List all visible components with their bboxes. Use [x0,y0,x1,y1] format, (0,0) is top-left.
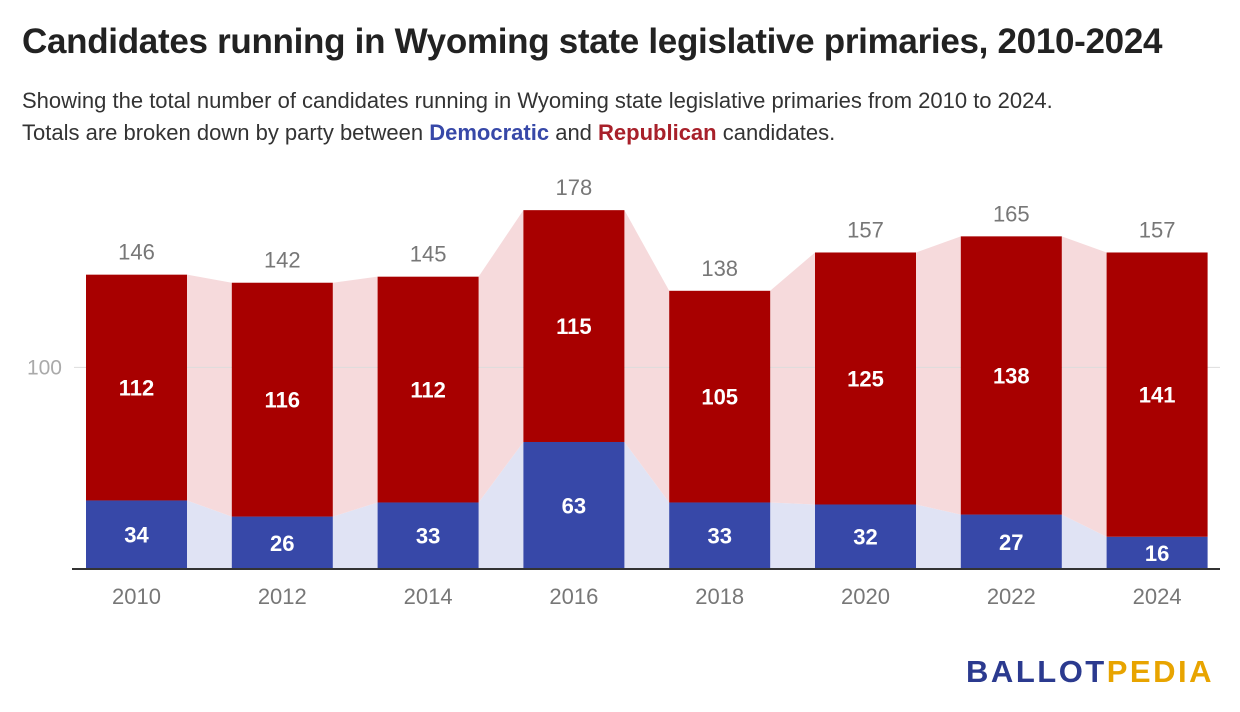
total-value-label: 138 [701,256,738,281]
axes: 2010 2012 2014 2016 2018 2020 2022 2024 [72,568,1220,609]
subtitle-line-2: Totals are broken down by party between … [22,117,1212,149]
connector-bands [187,210,1107,569]
republican-band [1061,236,1107,537]
republican-bar [231,282,333,517]
republican-band [916,236,961,515]
republican-value-label: 138 [993,363,1030,388]
democratic-bar [1106,536,1208,569]
democratic-bar [377,502,479,569]
democratic-bar [86,500,187,569]
x-tick-label: 2020 [841,584,890,609]
republican-bar [815,252,916,505]
democratic-band [478,441,524,569]
x-tick-label: 2010 [112,584,161,609]
republican-value-label: 112 [410,378,446,403]
subtitle-line-1: Showing the total number of candidates r… [22,88,1053,113]
democratic-value-label: 33 [416,524,440,549]
democratic-band [624,441,670,569]
total-value-label: 142 [264,248,301,273]
democratic-band [187,500,232,569]
republican-value-label: 112 [119,376,155,401]
total-value-label: 145 [410,242,447,267]
subtitle-and: and [549,120,599,145]
total-value-label: 178 [556,175,593,200]
subtitle-line-2-suffix: candidates. [716,120,836,145]
chart-subtitle: Showing the total number of candidates r… [22,85,1212,149]
ballotpedia-logo: BALLOTPEDIA [966,654,1214,690]
republican-bar [669,290,771,503]
democratic-value-label: 26 [270,531,294,556]
republican-bar [377,276,479,503]
total-value-label: 157 [1139,217,1176,242]
republican-band [478,210,524,503]
democratic-bar [669,502,771,569]
democratic-bar [231,516,333,569]
republican-value-label: 141 [1139,383,1176,408]
democratic-value-label: 27 [999,530,1023,555]
republican-bar [960,236,1062,515]
total-value-label: 157 [847,217,884,242]
republican-legend-word: Republican [598,120,717,145]
democratic-band [916,504,961,569]
logo-part-ballot: BALLOT [966,654,1107,689]
total-value-label: 165 [993,201,1030,226]
subtitle-line-2-prefix: Totals are broken down by party between [22,120,430,145]
democratic-value-label: 33 [707,524,731,549]
democratic-value-label: 63 [562,493,586,518]
x-tick-label: 2018 [695,584,744,609]
x-tick-label: 2012 [258,584,307,609]
democratic-bar [523,441,625,569]
value-labels: 34 112 146 26 116 142 33 112 145 63 115 178 33 105 138… [118,175,1175,566]
x-tick-label: 2014 [404,584,453,609]
democratic-value-label: 16 [1145,541,1169,566]
republican-bar [1106,252,1208,537]
republican-value-label: 105 [701,385,738,410]
bars [86,210,1208,569]
democratic-legend-word: Democratic [429,120,550,145]
x-tick-label: 2024 [1133,584,1182,609]
democratic-value-label: 34 [124,523,149,548]
x-tick-label: 2016 [549,584,598,609]
total-value-label: 146 [118,240,155,265]
republican-band [624,210,670,503]
chart-title: Candidates running in Wyoming state legi… [22,22,1163,61]
republican-value-label: 115 [556,314,592,339]
democratic-band [1061,514,1107,569]
democratic-band [770,502,815,569]
logo-part-pedia: PEDIA [1106,654,1214,689]
democratic-band [332,502,378,569]
republican-value-label: 116 [265,388,301,413]
democratic-bar [960,514,1062,569]
democratic-value-label: 32 [853,525,877,550]
democratic-bar [815,504,916,569]
republican-band [187,274,232,517]
x-tick-label: 2022 [987,584,1036,609]
republican-bar [523,210,625,442]
republican-bar [86,274,187,501]
republican-band [332,276,378,517]
y-tick-label: 100 [27,356,62,379]
republican-value-label: 125 [847,366,884,391]
republican-band [770,252,815,505]
